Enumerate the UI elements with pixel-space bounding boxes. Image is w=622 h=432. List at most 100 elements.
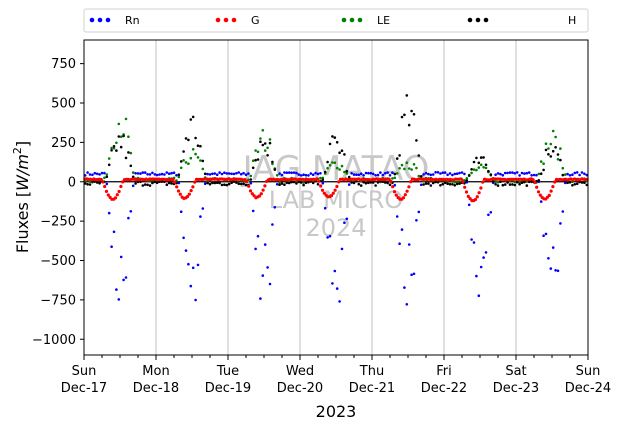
data-point-h: [146, 183, 149, 187]
data-point-le: [477, 166, 481, 169]
legend-item-rn: Rn: [89, 14, 140, 27]
data-point-g: [475, 195, 479, 199]
data-point-le: [189, 156, 193, 160]
data-point-h: [251, 166, 255, 170]
data-point-h: [131, 175, 135, 179]
data-point-rn: [263, 243, 267, 246]
data-point-le: [475, 168, 478, 172]
watermark-line-1: JAG MATAO: [241, 149, 430, 189]
data-point-h: [167, 181, 171, 185]
data-point-le: [110, 146, 113, 150]
data-point-rn: [544, 232, 548, 236]
data-point-h: [196, 144, 200, 147]
data-point-g: [409, 180, 413, 184]
data-point-g: [121, 180, 125, 184]
data-point-le: [266, 146, 269, 150]
data-point-rn: [539, 200, 543, 203]
data-point-rn: [460, 171, 464, 174]
data-point-rn: [124, 276, 128, 279]
legend-marker: [483, 17, 489, 23]
data-point-g: [461, 180, 465, 184]
data-point-g: [113, 196, 118, 200]
data-point-le: [83, 180, 87, 183]
data-point-g: [175, 185, 179, 189]
data-point-h: [189, 118, 193, 121]
data-point-rn: [434, 171, 437, 174]
data-point-rn: [518, 174, 521, 177]
data-point-rn: [244, 173, 248, 176]
grid-lines: [155, 40, 517, 355]
data-point-g: [259, 192, 263, 196]
data-point-h: [374, 184, 377, 187]
data-point-h: [405, 94, 409, 97]
data-point-le: [472, 168, 476, 171]
data-point-rn: [547, 257, 550, 260]
data-point-h: [321, 178, 325, 181]
data-point-rn: [136, 172, 140, 175]
data-point-h: [443, 181, 447, 185]
data-point-rn: [304, 173, 308, 177]
data-point-rn: [223, 171, 226, 174]
data-point-rn: [107, 211, 111, 215]
data-point-h: [338, 151, 341, 154]
data-point-h: [496, 184, 500, 187]
data-point-le: [482, 166, 485, 169]
data-point-rn: [343, 221, 346, 224]
data-point-rn: [158, 173, 161, 176]
data-point-rn: [309, 172, 313, 175]
data-point-le: [88, 180, 92, 183]
data-point-rn: [213, 172, 217, 175]
data-point-h: [547, 153, 550, 156]
series-g: [83, 177, 589, 203]
data-point-h: [451, 183, 454, 186]
data-point-rn: [523, 172, 526, 175]
data-point-le: [275, 174, 279, 177]
data-point-rn: [403, 286, 406, 289]
data-point-rn: [232, 172, 236, 176]
data-point-h: [323, 170, 327, 174]
data-point-le: [321, 176, 325, 180]
data-point-h: [280, 182, 284, 185]
data-point-rn: [182, 236, 185, 240]
data-point-rn: [177, 181, 181, 185]
data-point-h: [244, 183, 248, 187]
data-point-le: [395, 172, 399, 175]
data-point-rn: [275, 183, 279, 186]
data-point-g: [319, 184, 323, 188]
data-point-h: [122, 134, 125, 138]
data-point-rn: [206, 172, 209, 176]
data-point-rn: [153, 173, 157, 176]
data-point-rn: [172, 171, 176, 174]
data-point-le: [479, 163, 483, 167]
data-point-g: [531, 178, 535, 182]
data-point-h: [307, 180, 310, 184]
data-point-h: [458, 182, 461, 185]
data-point-rn: [302, 173, 305, 176]
data-point-g: [257, 194, 262, 198]
data-point-h: [170, 182, 173, 185]
data-point-rn: [530, 174, 533, 177]
data-point-rn: [376, 173, 380, 177]
data-point-h: [559, 158, 562, 162]
data-point-rn: [211, 172, 214, 176]
data-point-h: [369, 181, 373, 184]
data-point-h: [299, 181, 303, 184]
data-point-rn: [165, 171, 169, 174]
data-point-rn: [475, 274, 478, 278]
data-point-g: [331, 191, 335, 195]
data-point-h: [155, 181, 159, 184]
data-point-le: [177, 175, 181, 179]
x-tick-label-day: Mon: [142, 364, 169, 379]
data-point-rn: [249, 181, 253, 185]
data-point-h: [117, 135, 121, 138]
data-point-h: [199, 144, 202, 148]
data-point-rn: [295, 171, 298, 175]
data-point-h: [268, 141, 272, 145]
data-point-le: [393, 176, 397, 180]
data-point-le: [254, 149, 257, 152]
data-point-rn: [487, 213, 490, 217]
data-point-rn: [321, 181, 325, 185]
legend-marker: [215, 17, 221, 23]
data-point-g: [315, 177, 319, 181]
x-axis-label: 2023: [316, 402, 357, 421]
